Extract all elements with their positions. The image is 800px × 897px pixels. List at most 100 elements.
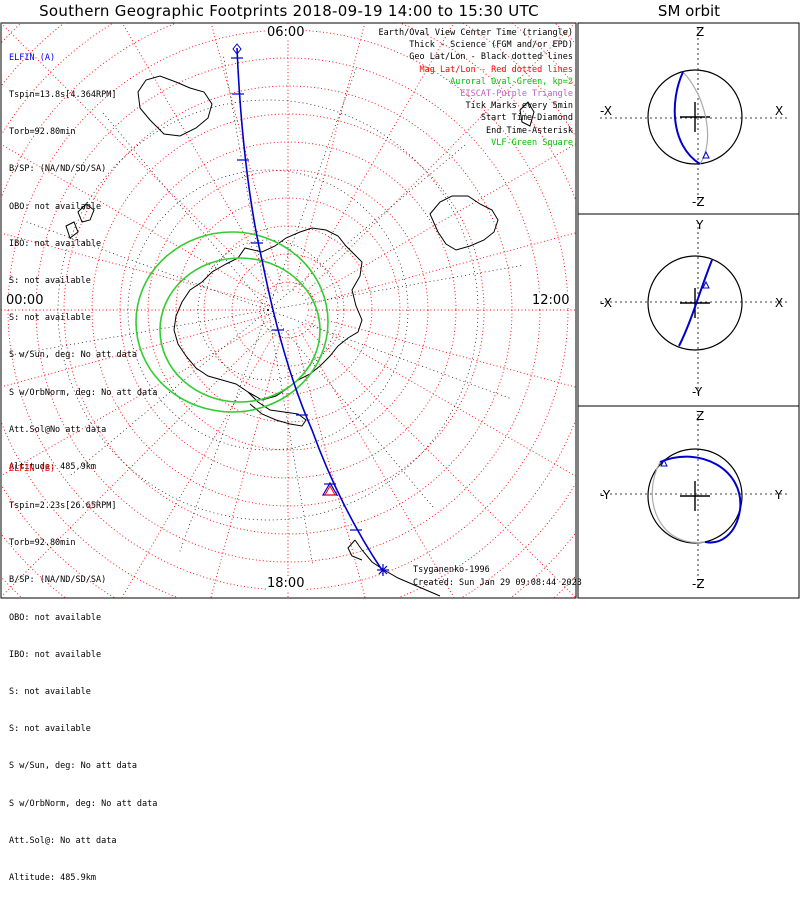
geo-lon-spoke	[100, 110, 269, 311]
mag-lon-spoke	[210, 23, 284, 291]
probe-a-line: S w/OrbNorm, deg: No att data	[9, 387, 158, 398]
geo-lat-circle	[127, 169, 409, 451]
legend-item: VLF-Green Square	[491, 137, 573, 148]
geo-lon-spoke	[23, 220, 269, 311]
sm-yz-top-label: Z	[696, 409, 705, 423]
probe-a-line: Tspin=13.8s[4.364RPM]	[9, 90, 117, 101]
probe-b-line: Tspin=2.23s[26.65RPM]	[9, 501, 117, 512]
sm-yz-bottom-label: -Z	[692, 577, 705, 591]
probe-a-line: S: not available	[9, 313, 91, 324]
model-label: Tsyganenko-1996	[413, 565, 490, 575]
mag-lon-spoke	[1, 314, 269, 388]
legend-item: Earth/Oval View Center Time (triangle)	[378, 28, 573, 38]
probe-b-line: S w/Sun, deg: No att data	[9, 761, 137, 772]
mag-lon-spoke	[121, 23, 279, 293]
geo-lon-spoke	[267, 142, 468, 311]
legend-item: Tick Marks every 5min	[465, 101, 573, 112]
mag-lon-spoke	[121, 327, 279, 598]
auroral-oval-outer	[135, 231, 329, 413]
sm-xz-top-label: Z	[696, 25, 705, 39]
geo-lon-spoke	[267, 309, 436, 510]
probe-a-info: ELFIN (A) Tspin=13.8s[4.364RPM] Torb=92.…	[9, 27, 157, 486]
probe-b-line: B/SP: (NA/ND/SD/SA)	[9, 575, 107, 586]
center-time-triangle-red	[324, 484, 336, 496]
probe-a-line: Att.Sol@No att data	[9, 424, 107, 435]
sm-yz-right-label: Y	[775, 488, 783, 502]
legend-item: Mag Lat/Lon - Red dotted lines	[419, 64, 573, 75]
mag-lon-spoke	[297, 23, 455, 293]
probe-a-line: Torb=92.80min	[9, 127, 76, 138]
australia-coastline	[137, 75, 213, 137]
probe-a-line: S: not available	[9, 276, 91, 287]
mag-lon-spoke	[301, 323, 576, 598]
geo-lon-spoke	[222, 53, 269, 311]
new-zealand-coastline	[65, 203, 95, 239]
sm-yz-left-label: -Y	[600, 488, 611, 502]
geo-lon-spoke	[267, 65, 358, 311]
geo-lon-spoke	[68, 309, 269, 478]
probe-b-line: Altitude: 485.9km	[9, 873, 96, 884]
probe-a-line: S w/Sun, deg: No att data	[9, 350, 137, 361]
madagascar-coastline	[519, 101, 535, 127]
sm-panel-xy-frame	[577, 213, 800, 407]
probe-b-line: Att.Sol@: No att data	[9, 835, 117, 846]
africa-coastline	[429, 195, 499, 251]
map-frame	[0, 22, 577, 599]
sm-xz-left-label: -X	[600, 104, 612, 118]
probe-b-name: ELFIN (B)	[9, 463, 56, 474]
legend-item: EISCAT-Purple Triangle	[460, 88, 573, 99]
sm-xy-right-label: X	[775, 296, 784, 310]
sm-panel-yz	[600, 414, 790, 588]
sm-xy-top-label: Y	[696, 218, 704, 232]
plot-title: Southern Geographic Footprints 2018-09-1…	[39, 2, 539, 20]
sm-xy-left-label: -X	[600, 296, 612, 310]
probe-a-line: IBO: not available	[9, 238, 102, 249]
mag-lon-spoke	[307, 314, 576, 388]
antarctica-coastline	[173, 227, 363, 401]
probe-b-line: IBO: not available	[9, 649, 102, 660]
mag-lon-spokes	[1, 23, 576, 598]
sm-xy-bottom-label: -Y	[692, 385, 703, 399]
probe-b-info: ELFIN (B) Tspin=2.23s[26.65RPM] Torb=92.…	[9, 438, 157, 897]
figure-canvas	[0, 22, 800, 599]
mag-lon-spoke	[1, 23, 275, 297]
sm-panel-xz	[600, 28, 790, 204]
probe-b-line: S: not available	[9, 687, 91, 698]
geo-lon-spoke	[267, 309, 314, 567]
track-end-asterisk	[377, 564, 389, 576]
track-5min-ticks	[231, 57, 362, 531]
mag-lon-spoke	[292, 23, 366, 291]
probe-a-name: ELFIN (A)	[9, 52, 56, 63]
geo-lon-spoke	[267, 309, 513, 400]
mag-lon-spoke	[292, 329, 366, 598]
mag-lon-spoke	[297, 327, 455, 598]
elfin-a-footprint-track	[236, 47, 383, 571]
mag-lon-spoke	[1, 143, 271, 301]
mag-lon-spoke	[1, 323, 275, 598]
legend-item: Auroral Oval-Green, kp=2	[450, 76, 573, 87]
south-america-coastline	[347, 539, 441, 597]
sm-xz-right-label: X	[775, 104, 784, 118]
geo-lon-spoke	[11, 309, 269, 356]
sm-orbit-title: SM orbit	[657, 2, 721, 20]
mlt-label-top: 06:00	[266, 25, 306, 40]
probe-b-line: OBO: not available	[9, 612, 102, 623]
probe-b-line: S: not available	[9, 724, 91, 735]
probe-b-line: Torb=92.80min	[9, 538, 76, 549]
geo-lat-circle	[57, 99, 479, 521]
geo-lon-spoke	[178, 309, 269, 555]
geo-lon-spoke	[267, 264, 525, 311]
probe-a-line: OBO: not available	[9, 201, 102, 212]
legend-item: End Time-Asterisk	[486, 125, 573, 136]
mag-lon-spoke	[210, 329, 284, 598]
sm-panel-xz-frame	[577, 22, 800, 215]
legend-item: Start Time-Diamond	[480, 113, 573, 124]
probe-a-line: B/SP: (NA/ND/SD/SA)	[9, 164, 107, 175]
sm-panel-yz-frame	[577, 405, 800, 599]
mlt-label-bottom: 18:00	[266, 576, 306, 591]
legend-item: Thick - Science (FGM and/or EPD)	[409, 40, 573, 51]
probe-a-line: Altitude: 485.9km	[9, 462, 96, 473]
antarctic-peninsula	[247, 391, 307, 427]
legend-item: Geo Lat/Lon - Black dotted lines	[409, 52, 573, 63]
mlt-label-left: 00:00	[5, 293, 45, 308]
